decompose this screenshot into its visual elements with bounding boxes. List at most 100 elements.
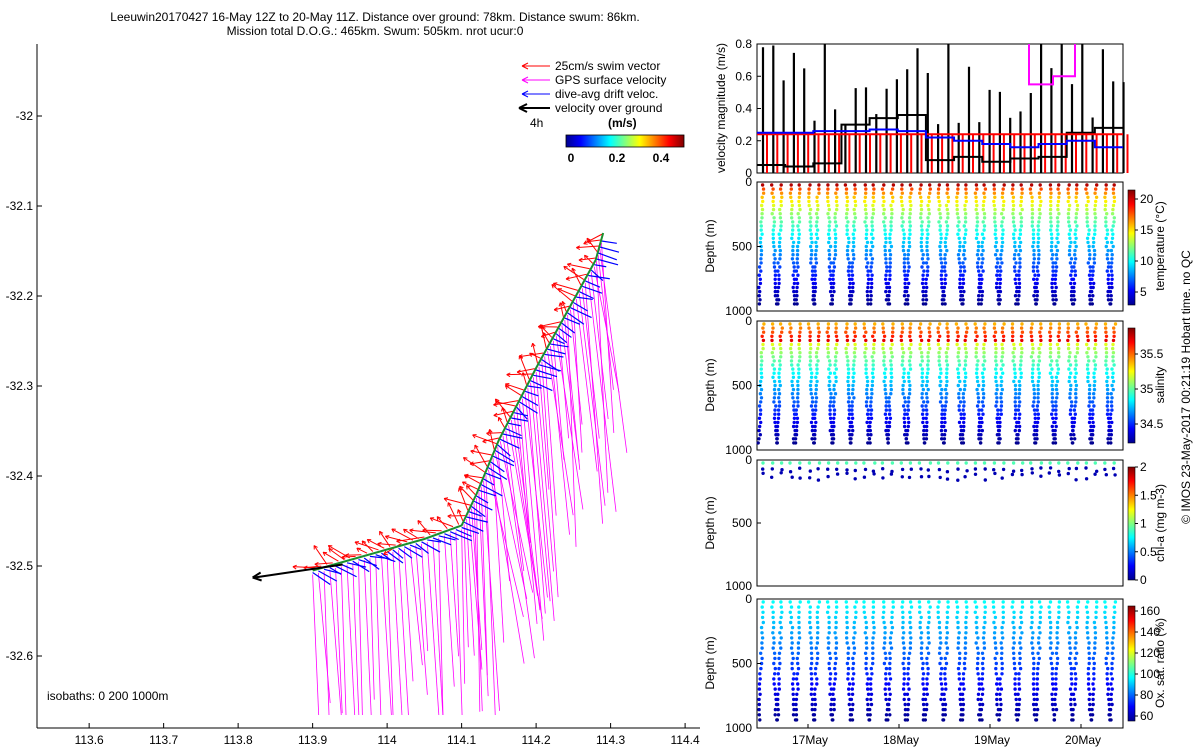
profile-point <box>846 400 851 404</box>
profile-point <box>761 600 765 604</box>
profile-point <box>944 351 948 355</box>
profile-point <box>1104 338 1108 343</box>
profile-point <box>945 620 949 625</box>
profile-point <box>1000 342 1004 347</box>
profile-point <box>867 718 872 722</box>
profile-point <box>1106 437 1110 441</box>
profile-point <box>1104 620 1108 625</box>
profile-point <box>772 224 776 228</box>
profile-point <box>981 666 985 671</box>
profile-point <box>884 713 889 717</box>
profile-point <box>1017 387 1022 392</box>
profile-point <box>1093 646 1097 650</box>
profile-point <box>980 702 985 707</box>
profile-point <box>1092 281 1096 286</box>
profile-point <box>777 281 781 286</box>
swim-vector <box>377 543 396 546</box>
profile-point <box>920 412 925 416</box>
profile-point <box>974 183 979 187</box>
profile-point <box>926 625 930 630</box>
gps-vector <box>485 475 496 716</box>
profile-point <box>794 298 798 302</box>
profile-point <box>847 277 852 281</box>
profile-point <box>844 351 849 355</box>
profile-point <box>882 351 886 355</box>
profile-point <box>924 383 929 388</box>
profile-point <box>1090 400 1095 404</box>
profile-point <box>1086 615 1090 620</box>
profile-point <box>869 677 873 681</box>
profile-point <box>1085 620 1089 625</box>
profile-point <box>963 383 967 388</box>
profile-point <box>977 383 981 388</box>
profile-point <box>776 707 780 712</box>
profile-point <box>1076 322 1080 326</box>
profile-point <box>924 281 928 286</box>
profile-point <box>1067 248 1072 253</box>
profile-point <box>776 433 780 437</box>
profile-point <box>1112 605 1117 609</box>
profile-point <box>829 702 833 707</box>
profile-point <box>1091 412 1095 416</box>
profile-point <box>1017 416 1021 420</box>
profile-point <box>773 383 777 388</box>
profile-point <box>815 220 819 224</box>
profile-point <box>1019 224 1024 228</box>
drift-vector <box>530 380 553 392</box>
profile-point <box>1108 707 1113 712</box>
profile-point <box>832 257 837 261</box>
profile-point <box>831 273 835 277</box>
profile-point <box>789 212 794 216</box>
drift-vector <box>499 438 520 449</box>
profile-point <box>831 428 835 433</box>
profile-point <box>981 404 985 408</box>
profile-point <box>920 666 925 671</box>
profile-point <box>937 600 941 604</box>
profile-point <box>773 420 777 425</box>
profile-point <box>958 277 962 281</box>
profile-point <box>956 355 960 359</box>
drift-vector <box>473 500 493 511</box>
profile-point <box>790 682 795 686</box>
profile-point <box>1030 636 1035 640</box>
profile-point <box>1014 424 1019 429</box>
gps-vector <box>510 419 538 596</box>
profile-point <box>1050 281 1054 286</box>
profile-point <box>791 228 795 232</box>
profile-point <box>979 416 984 420</box>
profile-point <box>882 371 887 375</box>
map-legend: 25cm/s swim vector GPS surface velocity … <box>518 59 685 165</box>
profile-point <box>844 631 849 635</box>
profile-point <box>1051 294 1055 298</box>
profile-point <box>998 273 1002 277</box>
profile-point <box>943 257 947 261</box>
profile-point <box>945 371 949 375</box>
profile-point <box>1103 203 1108 208</box>
profile-point <box>870 216 874 220</box>
profile-point <box>776 261 780 265</box>
profile-point <box>1036 396 1040 400</box>
profile-point <box>853 212 857 216</box>
profile-point <box>961 277 965 281</box>
profile-point <box>864 371 868 375</box>
drift-vector <box>483 478 495 486</box>
profile-point <box>994 351 998 355</box>
profile-point <box>888 656 892 661</box>
profile-point <box>939 392 943 396</box>
profile-point <box>1055 359 1059 363</box>
profile-point <box>1092 383 1097 388</box>
swim-vector <box>532 343 539 364</box>
profile-point <box>815 195 819 199</box>
profile-point <box>863 355 867 359</box>
profile-point <box>906 424 910 429</box>
profile-point <box>809 687 814 691</box>
profile-point <box>1000 346 1005 351</box>
profile-point <box>1067 610 1071 614</box>
profile-point <box>926 387 930 392</box>
profile-point <box>1086 338 1090 343</box>
profile-point <box>909 191 913 195</box>
profile-point <box>808 625 813 630</box>
profile-point <box>1035 677 1040 681</box>
profile-point <box>907 420 911 425</box>
